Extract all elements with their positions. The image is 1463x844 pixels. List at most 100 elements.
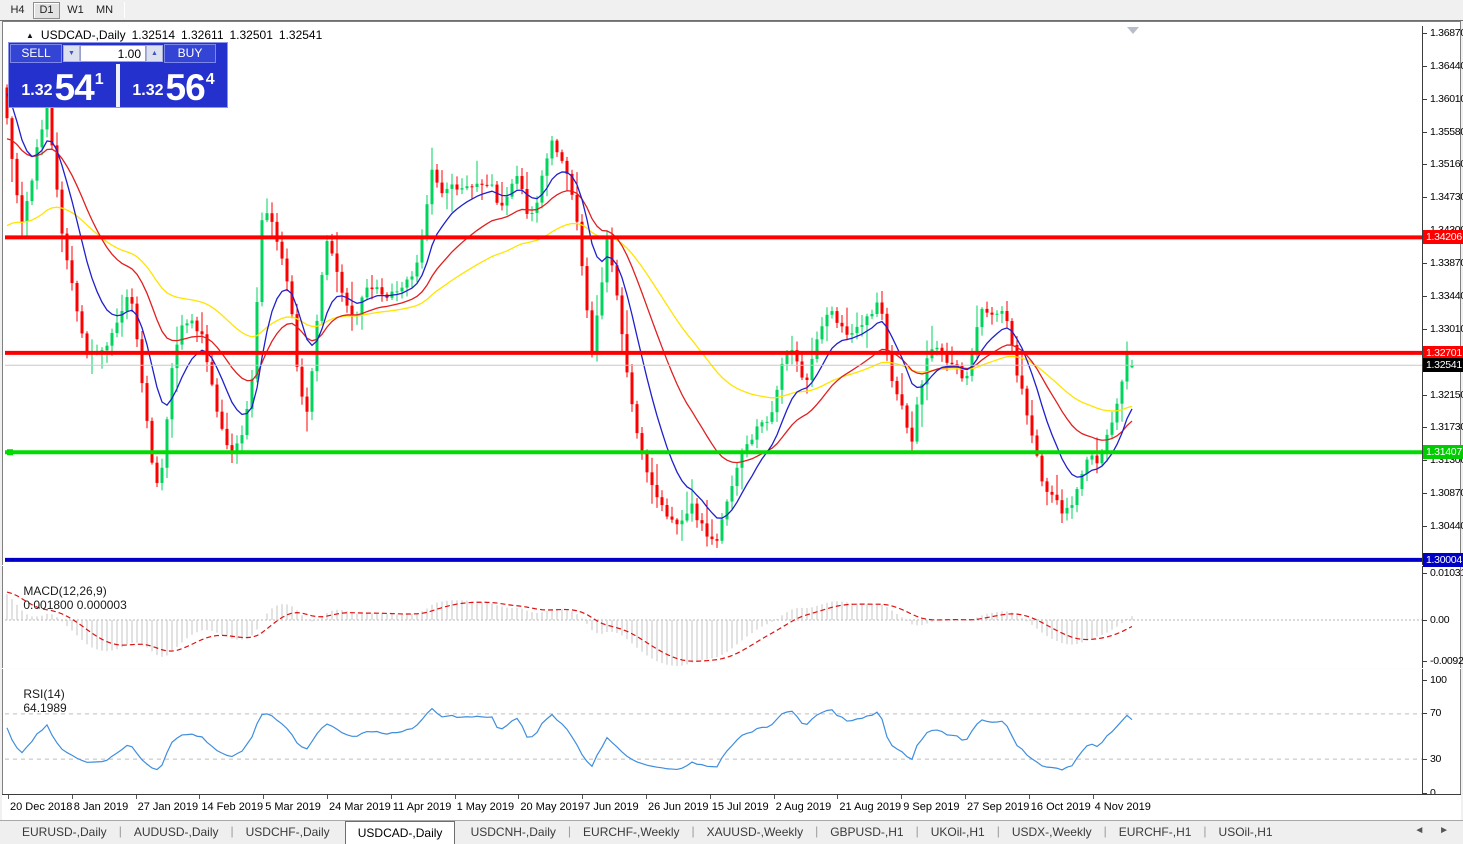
price-chart-surface[interactable] [5,26,1423,564]
bid-price-display[interactable]: 1.32 54 1 [9,64,116,107]
price-axis-tick-label: 1.36010 [1430,92,1463,105]
price-axis-tick-label: 1.35580 [1430,125,1463,138]
date-axis-label: 16 Oct 2019 [1030,801,1091,813]
date-axis-label: 1 May 2019 [456,801,515,813]
macd-axis-tick [1423,661,1427,662]
hline-handle[interactable] [7,449,13,456]
panel-collapse-icon[interactable]: ▲ [26,30,34,40]
price-axis-tick-label: 1.36440 [1430,59,1463,72]
timeframe-button-h4[interactable]: H4 [10,3,25,16]
candles [5,84,1134,548]
sell-button[interactable]: SELL [10,44,62,63]
tab-separator: | [230,824,234,838]
macd-panel-surface[interactable] [5,568,1423,666]
rsi-value: 64.1989 [23,701,67,715]
tab-separator: | [1203,824,1207,838]
volume-input[interactable] [80,45,146,62]
rsi-axis-tick [1423,793,1427,794]
date-axis-tick [773,795,775,799]
rsi-panel-surface[interactable] [5,671,1423,794]
tab-usdcad-daily[interactable]: USDCAD-,Daily [344,821,456,844]
date-axis-tick [901,795,903,799]
rsi-axis-tick-label: 70 [1430,707,1442,719]
price-axis-tag: 1.34206 [1423,230,1463,245]
bid-price-major: 1.32 [21,82,53,99]
rsi-axis-tick-label: 0 [1430,787,1436,799]
rsi-axis-tick-label: 30 [1430,753,1442,765]
tab-usoil-h1[interactable]: USOil-,H1 [1218,825,1273,839]
date-axis-tick [327,795,328,799]
volume-decrease-button[interactable]: ▼ [63,45,80,62]
date-axis-tick [8,795,9,799]
price-axis-tick [1423,131,1427,133]
date-axis-label: 5 Mar 2019 [265,801,321,813]
macd-axis-tick-label: 0.010311 [1430,567,1463,579]
price-axis-tick-label: 1.30870 [1430,487,1463,500]
tab-separator: | [996,824,1000,838]
date-axis-tick [646,795,647,799]
rsi-panel-divider[interactable] [2,668,1461,669]
tab-audusd-daily[interactable]: AUDUSD-,Daily [133,825,219,839]
ma-25 [6,138,1133,464]
ohlc-open: 1.32514 [131,28,175,42]
macd-axis-tick-label: 0.00 [1430,614,1450,626]
price-chart-svg [5,84,1423,562]
date-axis-tick [71,795,73,799]
tabs-scroll-right-icon[interactable]: ► [1439,825,1455,836]
date-axis-label: 27 Sep 2019 [967,801,1030,813]
tab-eurusd-daily[interactable]: EURUSD-,Daily [22,825,107,839]
date-axis-label: 20 May 2019 [520,801,584,813]
macd-panel-divider[interactable] [2,565,1461,566]
date-axis-tick [582,795,584,799]
tab-usdcnh-daily[interactable]: USDCNH-,Daily [470,825,556,839]
rsi-axis-tick [1423,713,1427,714]
tabs-scroll-left-icon[interactable]: ◄ [1414,825,1431,836]
date-axis-label: 8 Jan 2019 [73,801,129,813]
price-axis-tick [1423,164,1427,166]
tab-eurchf-weekly[interactable]: EURCHF-,Weekly [583,825,680,839]
tab-separator: | [1103,824,1107,838]
buy-button[interactable]: BUY [164,44,216,63]
ask-price-pips: 56 [165,67,206,108]
tab-eurchf-h1[interactable]: EURCHF-,H1 [1118,825,1192,839]
date-axis-tick [1028,795,1030,799]
price-axis-tick-label: 1.33440 [1430,290,1463,303]
price-axis-tick-label: 1.30440 [1430,520,1463,533]
price-axis-tag: 1.32541 [1423,358,1463,373]
macd-values: 0.001800 0.000003 [23,598,127,612]
timeframe-button-d1[interactable]: D1 [33,1,60,19]
chevron-down-icon: ▼ [68,50,75,57]
date-axis-label: 2 Aug 2019 [775,801,832,813]
bid-price-pips: 54 [54,67,95,108]
toolbar-separator [124,2,125,18]
tab-usdchf-daily[interactable]: USDCHF-,Daily [245,825,330,839]
timeframe-button-mn[interactable]: MN [95,3,114,16]
timeframe-button-w1[interactable]: W1 [67,3,84,16]
macd-label: MACD(12,26,9) 0.001800 0.000003 [10,570,127,626]
date-axis-label: 9 Sep 2019 [903,801,960,813]
chart-shift-icon[interactable] [1127,27,1139,34]
volume-increase-button[interactable]: ▲ [146,45,163,62]
tab-ukoil-h1[interactable]: UKOil-,H1 [930,825,985,839]
date-axis[interactable]: 20 Dec 2018 8 Jan 2019 27 Jan 2019 14 Feb 2… [2,794,1461,820]
chevron-up-icon: ▲ [151,50,158,57]
tab-separator: | [691,824,695,838]
tab-separator: | [118,824,122,838]
tab-gbpusd-h1[interactable]: GBPUSD-,H1 [830,825,904,839]
ask-price-display[interactable]: 1.32 56 4 [120,64,227,107]
rsi-axis-tick-label: 100 [1430,674,1447,686]
macd-axis-tick [1423,573,1427,574]
date-axis-tick [390,795,392,799]
macd-axis-tick [1423,620,1427,621]
one-click-trading-panel: SELL ▼ ▲ BUY 1.32 54 1 1.32 56 4 [8,42,228,108]
tab-usdx-weekly[interactable]: USDX-,Weekly [1011,825,1092,839]
ask-price-major: 1.32 [132,82,164,99]
price-axis-tick [1423,98,1427,100]
tab-xauusd-weekly[interactable]: XAUUSD-,Weekly [706,825,804,839]
rsi-axis-tick [1423,680,1427,681]
date-axis-tick [135,795,137,799]
ma-55 [6,206,1133,412]
price-axis-tick-label: 1.33010 [1430,323,1463,336]
date-axis-label: 21 Aug 2019 [839,801,902,813]
